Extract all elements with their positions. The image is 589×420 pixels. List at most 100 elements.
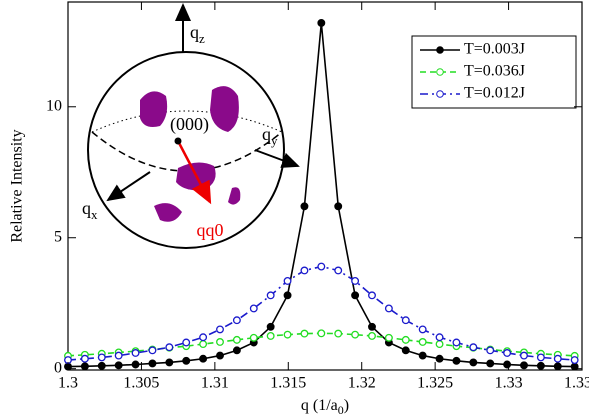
q-sub: y bbox=[271, 133, 278, 148]
data-point bbox=[199, 333, 208, 342]
data-point bbox=[317, 262, 326, 271]
data-point bbox=[131, 349, 140, 357]
legend-marker bbox=[436, 90, 444, 98]
x-tick-label: 1.3 bbox=[58, 375, 78, 392]
qq0-vector bbox=[176, 140, 212, 205]
data-point bbox=[503, 349, 512, 357]
qy-label: qy bbox=[262, 124, 278, 148]
x-tick-label: 1.31 bbox=[201, 375, 229, 392]
data-point bbox=[452, 356, 461, 365]
data-point bbox=[216, 325, 224, 334]
data-point bbox=[334, 266, 343, 275]
data-point bbox=[283, 276, 292, 285]
x-tick-label: 1.33 bbox=[495, 375, 523, 392]
data-point bbox=[266, 291, 275, 300]
legend-label: T=0.003J bbox=[464, 41, 525, 58]
x-axis-label: q (1/a0) bbox=[301, 397, 349, 417]
data-point bbox=[216, 351, 224, 360]
data-point bbox=[317, 19, 326, 27]
data-point bbox=[368, 291, 376, 300]
data-point bbox=[418, 325, 427, 334]
legend-marker bbox=[436, 68, 444, 76]
data-point bbox=[435, 333, 444, 342]
data-point bbox=[148, 359, 157, 368]
data-point bbox=[283, 291, 292, 300]
data-point bbox=[232, 335, 241, 344]
data-point bbox=[249, 304, 258, 313]
data-point bbox=[384, 333, 393, 342]
series-line bbox=[67, 265, 575, 361]
data-point bbox=[283, 330, 292, 339]
data-point bbox=[536, 361, 545, 370]
data-point bbox=[520, 351, 528, 360]
data-point bbox=[165, 358, 174, 367]
data-point bbox=[469, 358, 478, 367]
data-point bbox=[182, 338, 191, 347]
qx-axis bbox=[106, 171, 151, 202]
origin-dot bbox=[174, 137, 182, 145]
data-point bbox=[553, 354, 562, 363]
y-tick-label: 10 bbox=[46, 97, 62, 114]
data-point bbox=[266, 332, 275, 340]
data-point bbox=[452, 338, 461, 347]
data-point bbox=[114, 361, 123, 370]
data-point bbox=[317, 329, 326, 338]
q-text: q bbox=[190, 22, 199, 42]
data-point bbox=[165, 343, 174, 352]
data-point bbox=[114, 351, 123, 360]
data-point bbox=[520, 361, 528, 370]
data-point bbox=[570, 356, 579, 364]
data-point bbox=[503, 360, 512, 369]
q-text: q bbox=[262, 124, 271, 144]
data-point bbox=[486, 359, 495, 368]
inset: (000) qq0 qz qy qx bbox=[82, 3, 300, 249]
data-point bbox=[300, 329, 309, 338]
origin-label: (000) bbox=[170, 114, 209, 135]
data-point bbox=[199, 340, 208, 349]
data-point bbox=[351, 291, 360, 300]
data-point bbox=[401, 335, 410, 344]
legend-label: T=0.036J bbox=[464, 63, 525, 80]
data-point bbox=[368, 332, 376, 340]
data-point bbox=[435, 354, 444, 363]
xlabel-sub: 0 bbox=[338, 403, 344, 417]
x-tick-label: 1.305 bbox=[123, 375, 159, 392]
legend-marker bbox=[436, 46, 444, 54]
data-point bbox=[418, 351, 427, 360]
data-point bbox=[486, 346, 495, 355]
q-sub: z bbox=[199, 31, 205, 46]
data-point bbox=[334, 329, 343, 338]
data-point bbox=[232, 346, 241, 355]
data-point bbox=[97, 353, 106, 362]
x-tick-label: 1.32 bbox=[348, 375, 376, 392]
data-point bbox=[536, 353, 545, 362]
data-point bbox=[351, 330, 360, 339]
data-point bbox=[368, 322, 376, 331]
data-point bbox=[182, 356, 191, 365]
data-point bbox=[469, 343, 478, 352]
vector-label: qq0 bbox=[197, 220, 224, 240]
data-point bbox=[401, 316, 410, 325]
xlabel-text: q (1/a bbox=[301, 397, 338, 414]
x-tick-label: 1.315 bbox=[270, 375, 306, 392]
q-text: q bbox=[82, 198, 91, 218]
xlabel-end: ) bbox=[344, 397, 349, 414]
data-point bbox=[80, 354, 89, 363]
x-tick-label: 1.335 bbox=[564, 375, 589, 392]
y-tick-label: 0 bbox=[54, 359, 62, 376]
data-point bbox=[249, 333, 258, 342]
data-point bbox=[199, 354, 208, 363]
qy-axis bbox=[254, 149, 300, 168]
data-point bbox=[553, 362, 562, 371]
y-axis-label: Relative Intensity bbox=[9, 129, 26, 242]
data-point bbox=[232, 316, 241, 325]
data-point bbox=[300, 202, 309, 211]
data-point bbox=[401, 346, 410, 355]
y-tick-label: 5 bbox=[54, 228, 62, 245]
data-point bbox=[131, 360, 140, 369]
data-point bbox=[384, 304, 393, 313]
data-point bbox=[80, 362, 89, 371]
data-point bbox=[418, 338, 427, 346]
data-point bbox=[300, 266, 309, 275]
